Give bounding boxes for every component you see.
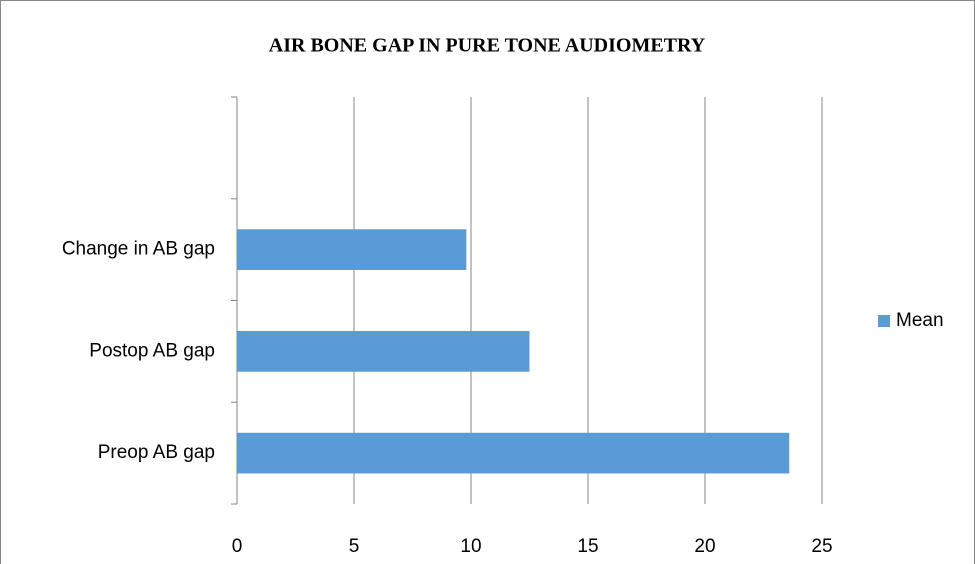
y-tick-label: Postop AB gap bbox=[89, 340, 215, 361]
x-tick-label: 10 bbox=[460, 536, 481, 557]
chart-title: AIR BONE GAP IN PURE TONE AUDIOMETRY bbox=[269, 35, 706, 57]
x-tick-label: 5 bbox=[349, 536, 360, 557]
bar bbox=[237, 229, 467, 270]
y-tick-label: Change in AB gap bbox=[62, 239, 215, 260]
bar bbox=[237, 331, 530, 372]
x-tick-label: 20 bbox=[694, 536, 715, 557]
legend-swatch bbox=[878, 315, 890, 327]
x-tick-label: 15 bbox=[577, 536, 598, 557]
y-tick-label: Preop AB gap bbox=[98, 442, 215, 463]
x-tick-label: 0 bbox=[232, 536, 243, 557]
bar bbox=[237, 432, 790, 474]
legend-label: Mean bbox=[896, 310, 944, 331]
x-tick-label: 25 bbox=[811, 536, 832, 557]
